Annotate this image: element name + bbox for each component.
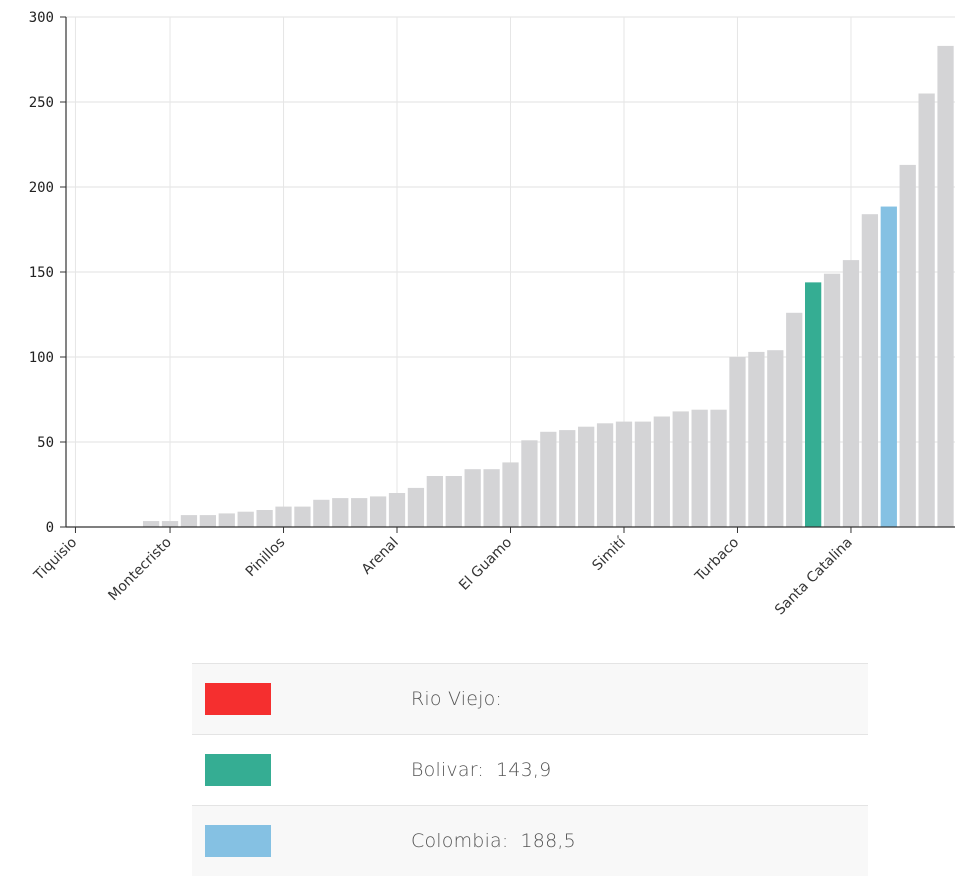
x-tick-label: Montecristo <box>105 535 175 605</box>
bar <box>842 260 860 527</box>
axes <box>60 16 955 533</box>
x-tick-label: Arenal <box>359 535 402 578</box>
bar <box>351 498 368 527</box>
bar <box>256 510 273 527</box>
y-tick-label: 50 <box>37 435 54 451</box>
legend-value-colombia: 188,5 <box>520 830 576 852</box>
x-tick-label: Pinillos <box>243 535 289 581</box>
bar <box>729 357 746 527</box>
legend-swatch-colombia <box>205 825 271 857</box>
bar <box>142 521 160 527</box>
y-tick-labels: 0 50 100 150 200 250 300 <box>29 10 54 536</box>
bar <box>634 421 652 527</box>
legend-label-bolivar: Bolivar: <box>411 759 484 781</box>
bar <box>313 499 330 527</box>
bar <box>653 416 670 527</box>
bar <box>237 511 254 527</box>
x-tick-label: Tiquisio <box>30 535 80 585</box>
bar <box>161 521 179 527</box>
bar <box>672 411 689 527</box>
bar <box>199 515 216 527</box>
legend-item-colombia: Colombia: 188,5 <box>192 805 868 876</box>
bar <box>540 431 557 527</box>
bar <box>861 214 879 527</box>
bar <box>748 351 765 527</box>
legend-value-bolivar: 143,9 <box>496 759 552 781</box>
y-tick-label: 0 <box>46 520 54 536</box>
bars <box>142 45 954 528</box>
legend-label-colombia: Colombia: <box>411 830 509 852</box>
bar <box>615 421 633 527</box>
bar <box>710 409 727 527</box>
bar <box>218 513 235 527</box>
bar <box>559 430 576 527</box>
bar <box>294 506 311 527</box>
x-tick-label: Simití <box>589 534 629 574</box>
bar <box>937 45 954 528</box>
y-tick-label: 300 <box>29 10 54 26</box>
bar <box>483 469 500 527</box>
grid-lines <box>66 16 955 527</box>
bar <box>180 515 198 527</box>
bar <box>767 350 784 527</box>
bar-colombia <box>880 206 897 528</box>
bar <box>388 493 406 527</box>
x-tick-label: Santa Catalina <box>772 535 856 619</box>
bar <box>275 506 292 527</box>
bar <box>502 462 519 527</box>
bar <box>464 469 481 527</box>
legend-swatch-rio-viejo <box>205 683 271 715</box>
bar <box>823 273 841 527</box>
bar <box>426 476 443 527</box>
legend-swatch-bolivar <box>205 754 271 786</box>
bar <box>521 440 538 527</box>
bar <box>786 312 803 527</box>
bar <box>445 476 462 527</box>
bar <box>332 498 349 527</box>
bar <box>899 164 916 527</box>
bar <box>407 487 425 527</box>
y-tick-label: 100 <box>29 350 54 366</box>
bar-bolivar <box>805 282 822 527</box>
legend-item-rio-viejo: Rio Viejo: <box>192 663 868 734</box>
x-tick-label: Turbaco <box>692 535 743 586</box>
bar <box>596 423 614 527</box>
bar <box>578 426 595 527</box>
bar <box>691 409 708 527</box>
legend-label-rio-viejo: Rio Viejo: <box>411 688 502 710</box>
x-tick-labels: Tiquisio Montecristo Pinillos Arenal El Guam… <box>30 534 855 619</box>
bar <box>918 93 935 527</box>
x-tick-label: El Guamo <box>456 535 515 594</box>
legend: Rio Viejo: Bolivar: 143,9 Colombia: 188,… <box>192 663 868 876</box>
bar <box>369 496 387 527</box>
legend-item-bolivar: Bolivar: 143,9 <box>192 734 868 805</box>
y-tick-label: 200 <box>29 180 54 196</box>
bar-chart: 0 50 100 150 200 250 300 Tiquisio Montecristo Pi… <box>29 10 955 619</box>
y-tick-label: 150 <box>29 265 54 281</box>
y-tick-label: 250 <box>29 95 54 111</box>
